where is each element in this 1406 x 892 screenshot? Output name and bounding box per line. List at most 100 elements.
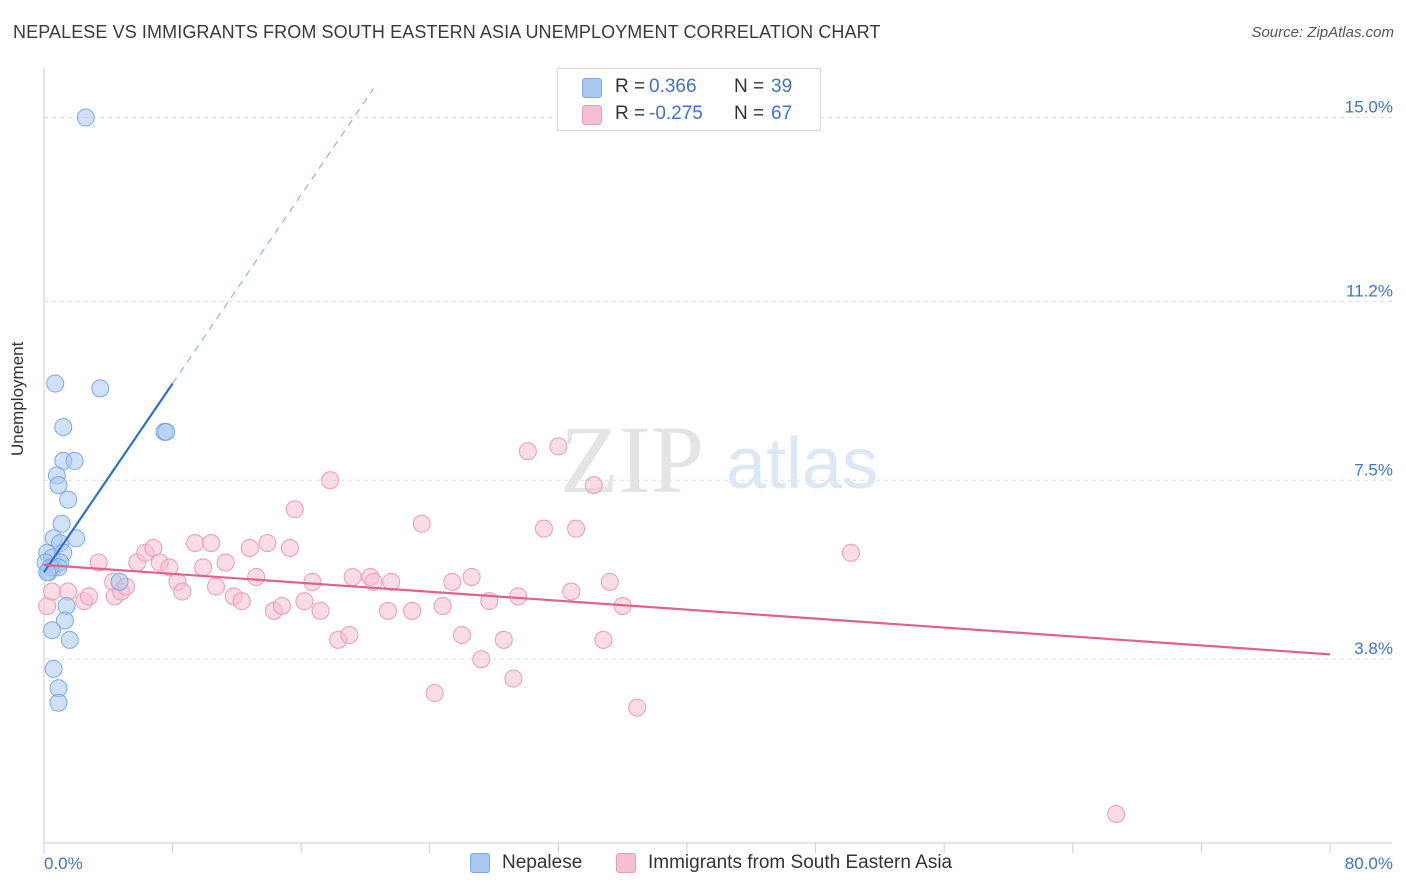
- immigrants-point: [343, 567, 362, 586]
- nepalese-point: [55, 611, 74, 630]
- bottom-legend-label: Nepalese: [502, 852, 583, 873]
- immigrants-point: [173, 582, 192, 601]
- bottom-legend-swatch-immigrants: [616, 853, 636, 873]
- immigrants-point: [160, 558, 179, 577]
- x-tick-label-min: 0.0%: [44, 854, 83, 873]
- immigrants-point: [303, 572, 322, 591]
- nepalese-point: [60, 630, 79, 649]
- watermark: ZIP atlas: [560, 406, 878, 513]
- immigrants-point: [285, 500, 304, 519]
- legend-r-label: R =: [615, 103, 646, 124]
- series-immigrants-points: [38, 437, 1126, 823]
- immigrants-point: [321, 471, 340, 490]
- immigrants-point: [240, 538, 259, 557]
- legend: R = 0.366 N = 39 R = -0.275 N = 67: [557, 68, 821, 131]
- axes: [43, 68, 1392, 853]
- immigrants-point: [379, 601, 398, 620]
- nepalese-point: [54, 418, 73, 437]
- immigrants-point: [462, 567, 481, 586]
- nepalese-point: [46, 374, 65, 393]
- nepalese-point: [76, 108, 95, 127]
- y-tick-label: 11.2%: [1346, 281, 1393, 300]
- immigrants-point: [280, 538, 299, 557]
- immigrants-point: [89, 553, 108, 572]
- immigrants-point: [272, 597, 291, 616]
- immigrants-point: [600, 572, 619, 591]
- y-axis-label: Unemployment: [8, 341, 27, 456]
- immigrants-point: [433, 597, 452, 616]
- immigrants-point: [584, 476, 603, 495]
- nepalese-point: [49, 693, 68, 712]
- immigrants-point: [452, 626, 471, 645]
- legend-n-value: 67: [771, 103, 793, 124]
- nepalese-trend-line: [43, 382, 174, 573]
- immigrants-point: [258, 534, 277, 553]
- immigrants-point: [504, 669, 523, 688]
- nepalese-point: [49, 476, 68, 495]
- nepalese-point: [38, 563, 57, 582]
- legend-n-value: 39: [771, 76, 793, 97]
- nepalese-point: [43, 621, 62, 640]
- x-tick-label-max: 80.0%: [1345, 854, 1393, 873]
- immigrants-point: [509, 587, 528, 606]
- immigrants-point: [80, 587, 99, 606]
- immigrants-point: [562, 582, 581, 601]
- immigrants-point: [567, 519, 586, 538]
- chart-title: NEPALESE VS IMMIGRANTS FROM SOUTH EASTER…: [13, 22, 881, 42]
- bottom-legend-label: Immigrants from South Eastern Asia: [648, 852, 953, 873]
- tick-labels: 3.8% 7.5% 11.2% 15.0% 0.0% 80.0%: [44, 98, 1393, 873]
- immigrants-point: [382, 572, 401, 591]
- immigrants-point: [311, 601, 330, 620]
- nepalese-trend-extension: [172, 88, 375, 384]
- immigrants-point: [247, 567, 266, 586]
- immigrants-point: [841, 543, 860, 562]
- immigrants-point: [594, 630, 613, 649]
- immigrants-point: [412, 514, 431, 533]
- immigrants-point: [443, 572, 462, 591]
- immigrants-point: [472, 650, 491, 669]
- immigrants-point: [628, 698, 647, 717]
- immigrants-point: [534, 519, 553, 538]
- immigrants-point: [403, 601, 422, 620]
- legend-swatch-immigrants: [582, 105, 602, 125]
- immigrants-point: [216, 553, 235, 572]
- immigrants-point: [207, 577, 226, 596]
- bottom-legend-swatch-nepalese: [470, 853, 490, 873]
- source-credit: Source: ZipAtlas.com: [1251, 24, 1394, 41]
- legend-r-value: 0.366: [649, 76, 697, 97]
- immigrants-trend-line: [43, 563, 1331, 656]
- immigrants-point: [43, 582, 62, 601]
- nepalese-point: [110, 572, 129, 591]
- nepalese-point: [157, 422, 176, 441]
- y-tick-label: 3.8%: [1354, 639, 1393, 658]
- immigrants-point: [1107, 804, 1126, 823]
- watermark-zip: ZIP: [560, 406, 704, 513]
- immigrants-point: [425, 684, 444, 703]
- legend-n-label: N =: [734, 76, 765, 97]
- immigrants-point: [364, 572, 383, 591]
- legend-r-label: R =: [615, 76, 646, 97]
- legend-r-value: -0.275: [649, 103, 703, 124]
- legend-n-label: N =: [734, 103, 765, 124]
- y-tick-label: 15.0%: [1345, 98, 1393, 117]
- nepalese-point: [59, 490, 78, 509]
- nepalese-point: [65, 451, 84, 470]
- trend-lines: [43, 88, 1331, 656]
- immigrants-point: [194, 558, 213, 577]
- immigrants-point: [202, 534, 221, 553]
- immigrants-point: [549, 437, 568, 456]
- watermark-atlas: atlas: [726, 424, 878, 504]
- nepalese-point: [91, 379, 110, 398]
- immigrants-point: [232, 592, 251, 611]
- nepalese-point: [44, 659, 63, 678]
- immigrants-point: [340, 626, 359, 645]
- grid-lines: [44, 117, 1392, 660]
- nepalese-point: [52, 514, 71, 533]
- y-tick-label: 7.5%: [1354, 460, 1393, 479]
- immigrants-point: [518, 442, 537, 461]
- legend-swatch-nepalese: [582, 78, 602, 98]
- immigrants-point: [494, 630, 513, 649]
- immigrants-point: [186, 534, 205, 553]
- immigrants-point: [295, 592, 314, 611]
